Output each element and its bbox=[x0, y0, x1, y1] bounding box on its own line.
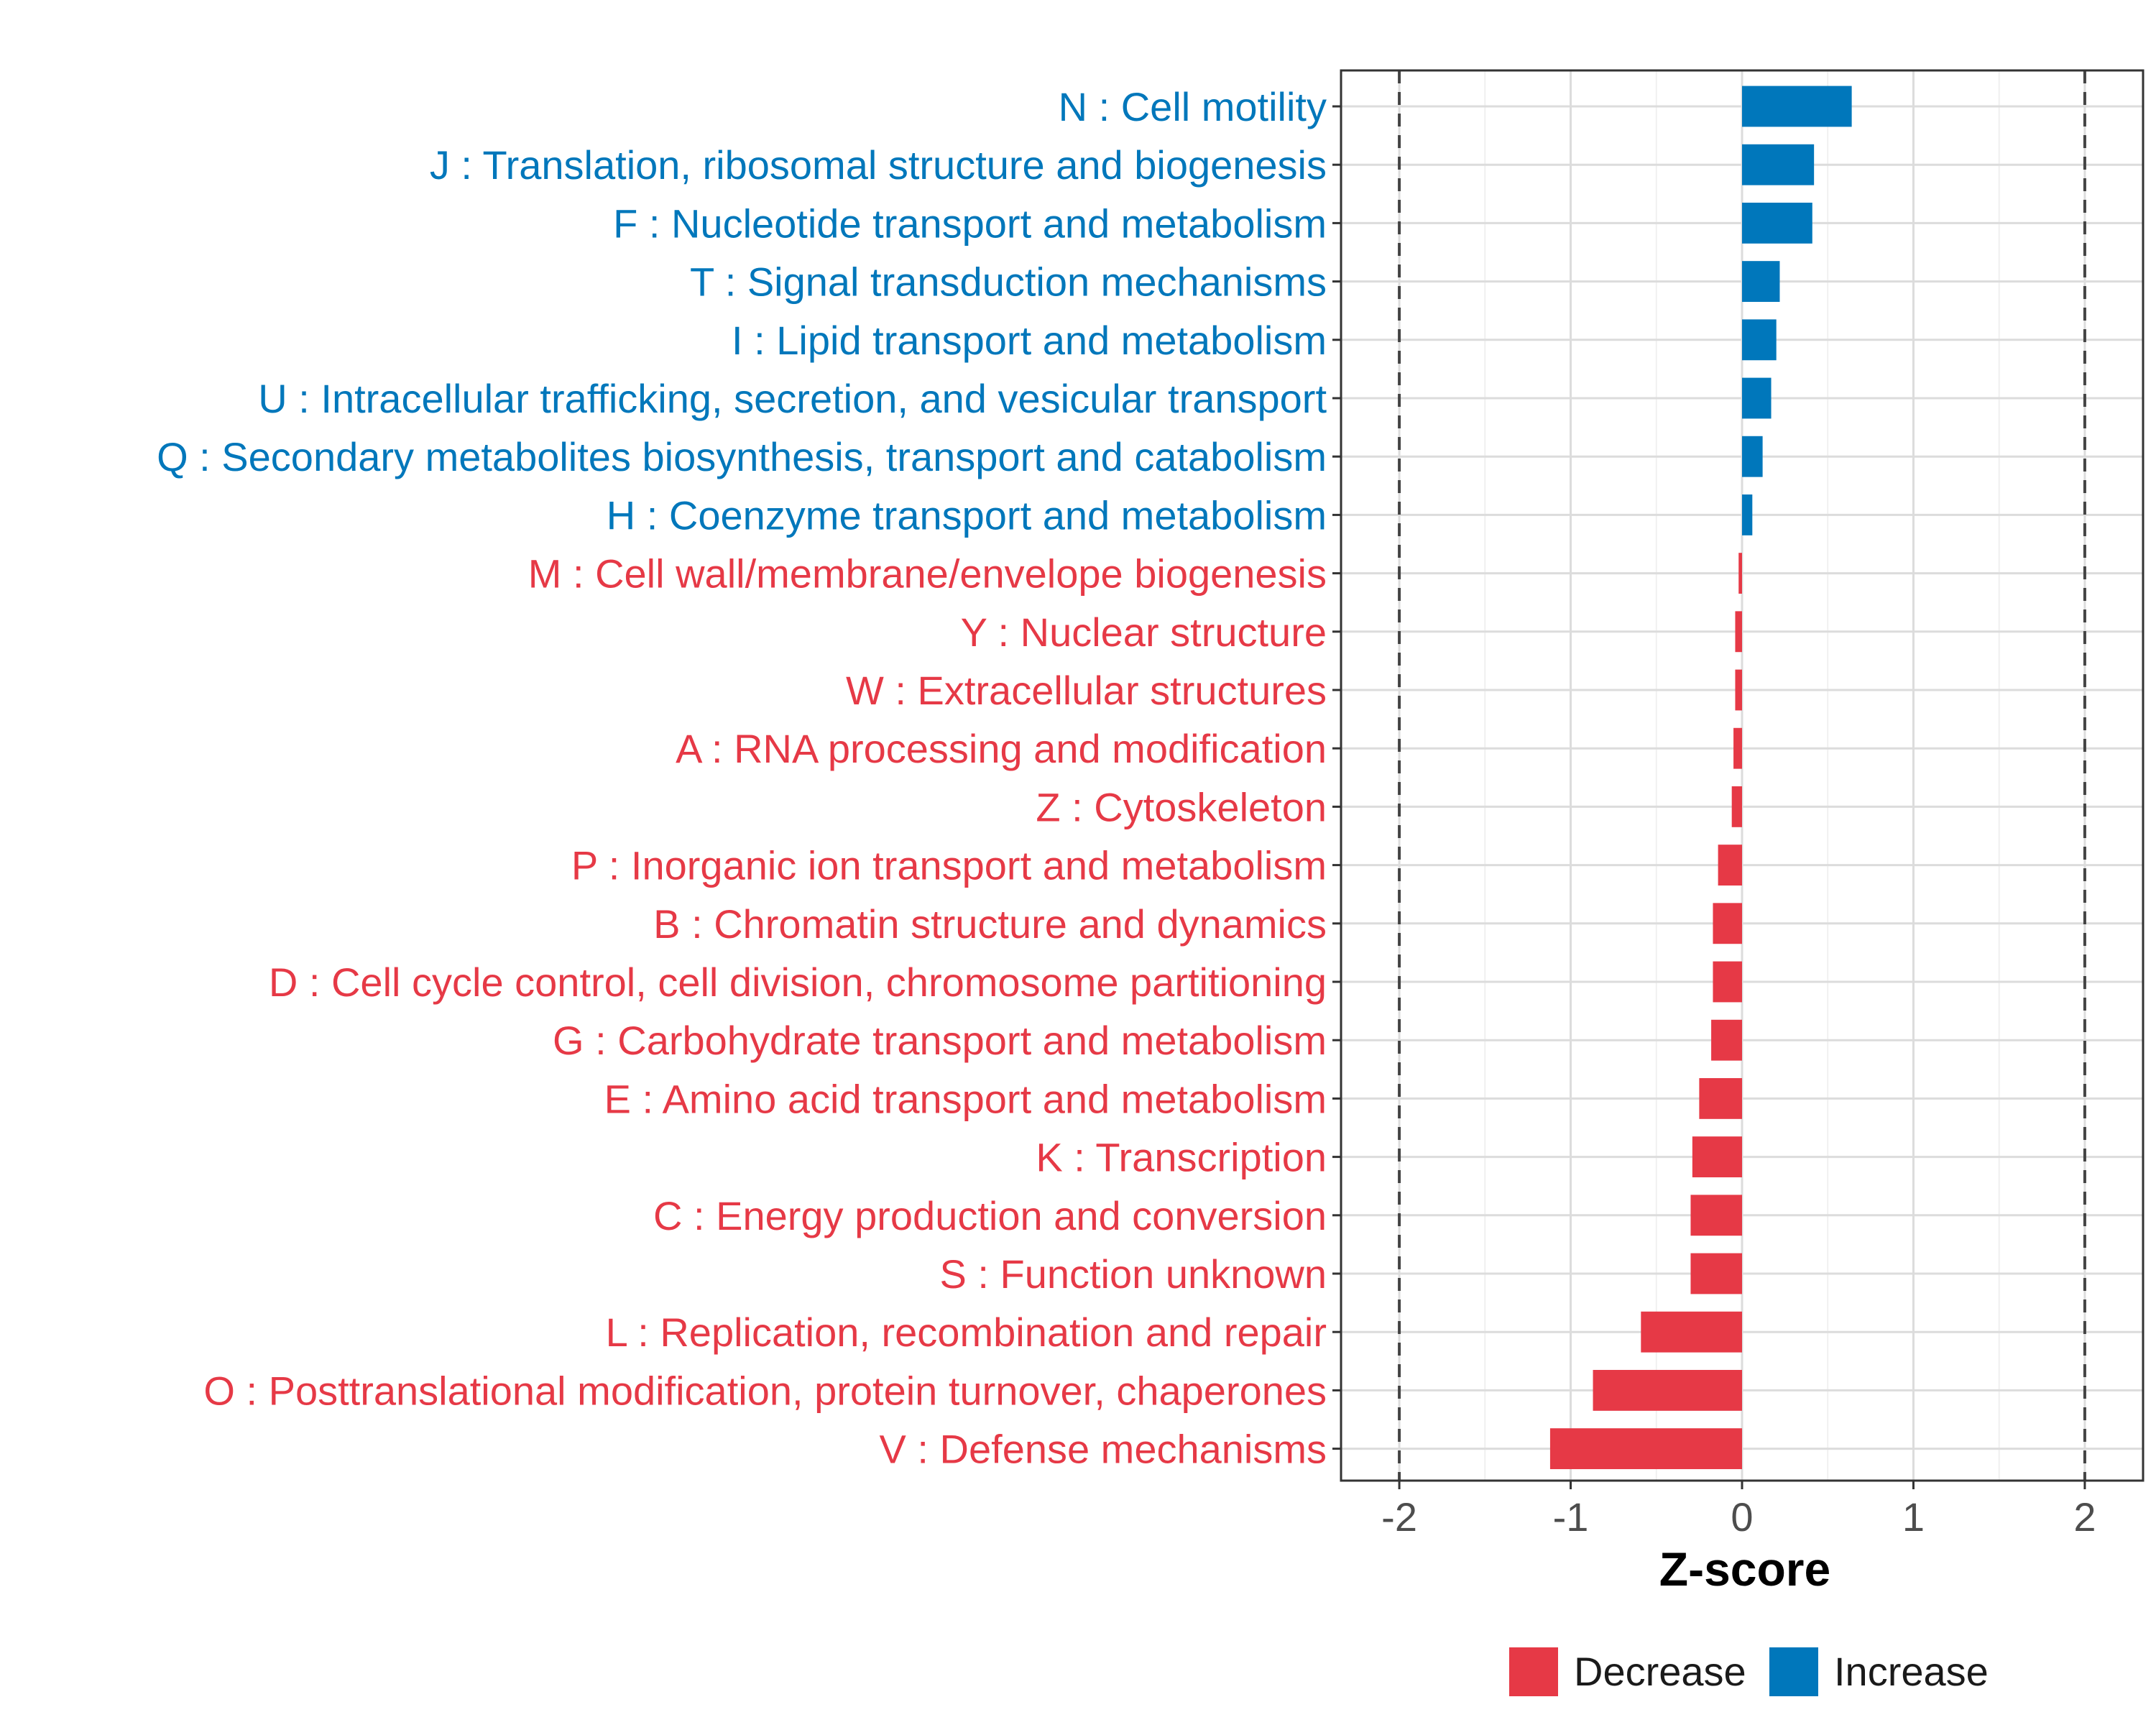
category-label: N : Cell motility bbox=[1059, 84, 1327, 129]
bar bbox=[1718, 845, 1742, 886]
y-axis-ticks bbox=[1332, 105, 1341, 1450]
bar bbox=[1742, 202, 1812, 244]
bar bbox=[1549, 1428, 1742, 1470]
bar bbox=[1742, 144, 1815, 185]
bar bbox=[1738, 553, 1742, 594]
legend-label: Decrease bbox=[1574, 1649, 1746, 1694]
category-label: T : Signal transduction mechanisms bbox=[690, 259, 1327, 305]
x-axis-tick-labels: -2 -1 0 1 2 bbox=[1381, 1494, 2096, 1540]
bar bbox=[1711, 1019, 1742, 1061]
legend-label: Increase bbox=[1834, 1649, 1989, 1694]
legend-swatch bbox=[1769, 1647, 1818, 1696]
bar bbox=[1690, 1195, 1742, 1236]
bar bbox=[1713, 961, 1742, 1003]
category-label: D : Cell cycle control, cell division, c… bbox=[269, 960, 1327, 1005]
bar bbox=[1731, 786, 1742, 827]
category-label: Y : Nuclear structure bbox=[961, 610, 1327, 655]
bar bbox=[1742, 319, 1777, 361]
bar bbox=[1593, 1369, 1742, 1411]
x-axis-title: Z-score bbox=[1659, 1542, 1830, 1596]
x-tick-label: -1 bbox=[1553, 1494, 1589, 1540]
legend: Decrease Increase bbox=[1509, 1647, 1989, 1696]
category-label: P : Inorganic ion transport and metaboli… bbox=[571, 843, 1327, 888]
category-label: S : Function unknown bbox=[939, 1251, 1327, 1297]
category-label: B : Chromatin structure and dynamics bbox=[653, 901, 1327, 947]
legend-swatch bbox=[1509, 1647, 1558, 1696]
bar bbox=[1742, 494, 1753, 535]
bars bbox=[1549, 86, 1852, 1470]
category-label: W : Extracellular structures bbox=[846, 668, 1327, 713]
bar bbox=[1733, 727, 1742, 769]
category-label: A : RNA processing and modification bbox=[676, 726, 1327, 771]
x-axis-ticks bbox=[1398, 1481, 2086, 1489]
bar bbox=[1742, 86, 1852, 127]
category-label: Z : Cytoskeleton bbox=[1036, 784, 1327, 829]
category-label: V : Defense mechanisms bbox=[880, 1427, 1327, 1472]
bar bbox=[1735, 611, 1742, 653]
bar bbox=[1713, 903, 1742, 944]
category-label: E : Amino acid transport and metabolism bbox=[604, 1076, 1327, 1121]
category-label: U : Intracellular trafficking, secretion… bbox=[258, 376, 1327, 421]
category-label: H : Coenzyme transport and metabolism bbox=[607, 492, 1327, 538]
category-label: G : Carbohydrate transport and metabolis… bbox=[553, 1018, 1327, 1063]
category-label: M : Cell wall/membrane/envelope biogenes… bbox=[528, 551, 1327, 597]
x-tick-label: 0 bbox=[1731, 1494, 1753, 1540]
category-label: Q : Secondary metabolites biosynthesis, … bbox=[157, 434, 1327, 479]
category-label: F : Nucleotide transport and metabolism bbox=[613, 201, 1327, 246]
y-axis-category-labels: N : Cell motility J : Translation, riboso… bbox=[157, 84, 1327, 1472]
category-label: K : Transcription bbox=[1036, 1135, 1327, 1180]
category-label: C : Energy production and conversion bbox=[653, 1193, 1327, 1238]
category-label: I : Lipid transport and metabolism bbox=[732, 318, 1327, 363]
x-tick-label: 2 bbox=[2073, 1494, 2096, 1540]
bar bbox=[1742, 377, 1772, 419]
bar bbox=[1742, 436, 1763, 477]
category-label: L : Replication, recombination and repai… bbox=[606, 1310, 1327, 1355]
bar bbox=[1742, 261, 1780, 303]
reference-lines bbox=[1398, 70, 2086, 1481]
x-tick-label: -2 bbox=[1381, 1494, 1417, 1540]
bar bbox=[1641, 1311, 1742, 1353]
category-label: J : Translation, ribosomal structure and… bbox=[430, 142, 1327, 188]
bar bbox=[1735, 669, 1742, 711]
bar bbox=[1690, 1253, 1742, 1294]
bar bbox=[1692, 1136, 1742, 1178]
category-label: O : Posttranslational modification, prot… bbox=[203, 1368, 1327, 1413]
x-tick-label: 1 bbox=[1902, 1494, 1925, 1540]
bar bbox=[1699, 1077, 1742, 1119]
